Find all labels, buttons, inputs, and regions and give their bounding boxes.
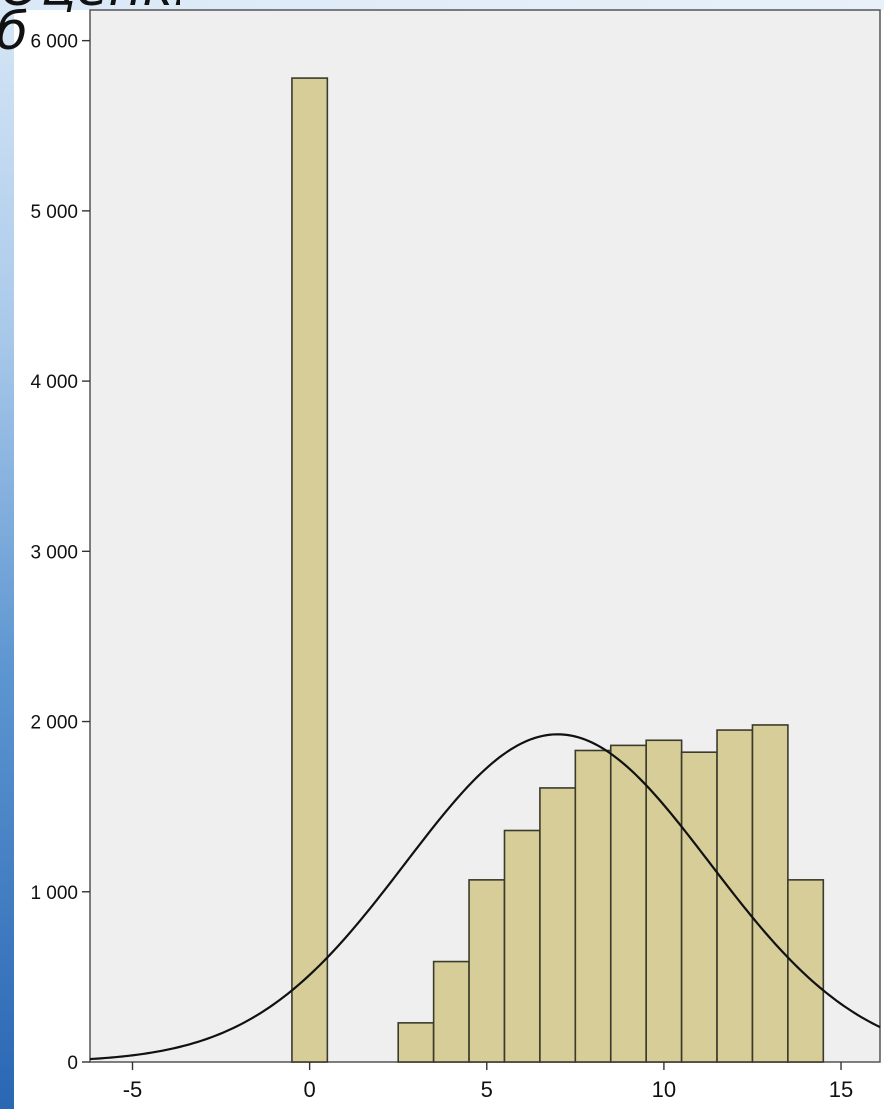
histogram-bar: [468, 879, 506, 1063]
x-tick-label: 5: [481, 1077, 493, 1102]
x-tick-label: 10: [652, 1077, 676, 1102]
y-tick-label: 0: [67, 1053, 78, 1074]
histogram-bar: [609, 744, 647, 1063]
histogram-bar: [751, 724, 789, 1063]
y-tick-label: 5 000: [30, 202, 78, 223]
bars-layer: [291, 77, 825, 1063]
y-tick-label: 4 000: [30, 372, 78, 393]
histogram-bar: [291, 77, 329, 1063]
y-tick-label: 1 000: [30, 883, 78, 904]
y-tick-label: 3 000: [30, 542, 78, 563]
top-band: [0, 0, 884, 10]
slide-title-glyph: б: [0, 6, 28, 58]
x-tick-label: -5: [123, 1077, 143, 1102]
histogram-bar: [397, 1022, 435, 1063]
histogram-bar: [503, 829, 541, 1063]
y-tick-label: 2 000: [30, 713, 78, 734]
x-tick-label: 0: [304, 1077, 316, 1102]
y-tick-label: 6 000: [30, 32, 78, 53]
background-strip: [0, 0, 14, 1109]
histogram-bar: [645, 739, 683, 1063]
slide-title-fragment: Оценки б: [0, 0, 180, 64]
slide-title-top-text: Оценки: [0, 0, 180, 14]
histogram-bar: [574, 749, 612, 1063]
y-axis: 0 1 000 2 000 3 000 4 000 5 000 6 000: [30, 32, 90, 1074]
x-axis: -5 0 5 10 15: [123, 1062, 853, 1102]
histogram-bar: [680, 751, 718, 1063]
x-tick-label: 15: [829, 1077, 853, 1102]
normal-curve: [89, 733, 881, 1061]
histogram-bar: [432, 960, 470, 1063]
histogram-bar: [539, 787, 577, 1063]
histogram-bar: [787, 879, 825, 1063]
